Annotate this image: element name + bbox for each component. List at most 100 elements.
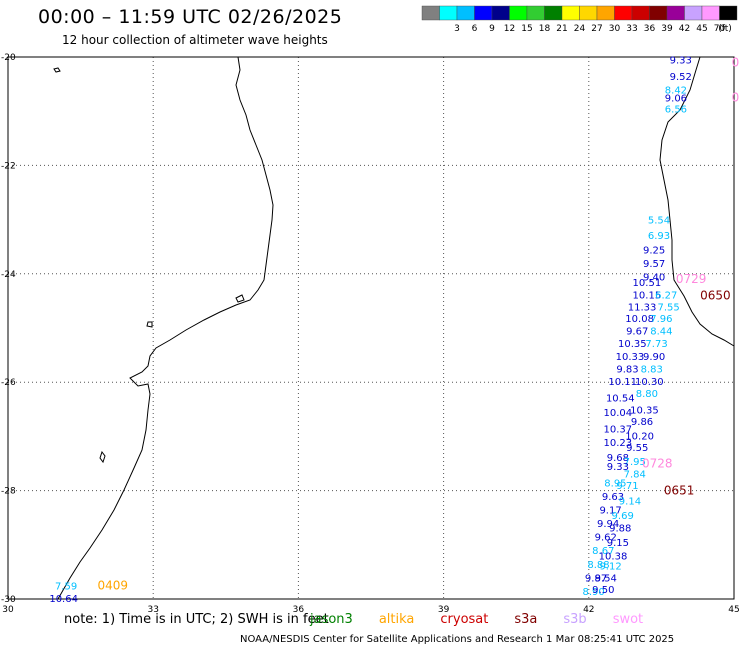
wave-height-value: 10.11 [608, 377, 637, 388]
legend-label: 36 [644, 24, 656, 34]
legend-label: 9 [489, 24, 495, 34]
map-subtitle: 12 hour collection of altimeter wave hei… [62, 33, 328, 47]
wave-height-value: 8.80 [636, 389, 658, 400]
satellite-legend-item: jason3 [310, 612, 353, 627]
wave-height-value: 9.50 [592, 585, 614, 596]
wave-height-value: 9.33 [607, 462, 629, 473]
legend-label: 12 [504, 24, 515, 34]
legend-label: 33 [626, 24, 637, 34]
wave-height-value: 9.90 [643, 352, 665, 363]
legend-label: 70 [714, 24, 726, 34]
map-title: 00:00 – 11:59 UTC 02/26/2025 [38, 6, 343, 28]
legend-swatch [491, 5, 510, 21]
legend-swatch [509, 5, 528, 21]
legend-label: 3 [454, 24, 460, 34]
legend-swatch [561, 5, 580, 21]
wave-height-value: 9.14 [619, 496, 641, 507]
lat-tick-label: -30 [1, 595, 16, 605]
wave-height-value: 10.23 [604, 438, 633, 449]
wave-height-value: 9.40 [643, 273, 665, 284]
legend-swatch [684, 5, 703, 21]
wave-height-value: 9.87 [585, 573, 607, 584]
legend-swatch [719, 5, 738, 21]
wave-height-value: 9.15 [607, 538, 629, 549]
lon-tick-label: 45 [728, 605, 739, 615]
legend-swatch [649, 5, 668, 21]
legend-swatch [544, 5, 563, 21]
pass-time-label: 0409 [98, 578, 129, 592]
wave-height-value: 10.35 [618, 339, 647, 350]
legend-swatch [614, 5, 633, 21]
wave-height-value: 9.52 [670, 72, 692, 83]
legend-label: 6 [472, 24, 478, 34]
wave-height-value: 7.95 [624, 457, 646, 468]
wave-height-value: 10.33 [616, 352, 645, 363]
wave-height-observations: 9.33 9.52 8.429.066.56 5.54 6.93 9.25 9.57 9.40… [49, 56, 692, 605]
wave-height-value: 10.51 [633, 278, 662, 289]
wave-height-value: 10.30 [635, 377, 664, 388]
legend-swatch [666, 5, 685, 21]
legend-swatch [421, 5, 440, 21]
wave-height-value: 9.12 [599, 561, 621, 572]
wave-height-value: 10.64 [49, 594, 78, 605]
legend-label: 21 [556, 24, 567, 34]
satellite-legend-item: altika [378, 612, 415, 627]
legend-swatch [456, 5, 475, 21]
legend-label: 24 [574, 24, 586, 34]
wave-height-value: 8.42 [665, 86, 687, 97]
legend-label: 18 [539, 24, 551, 34]
lon-tick-label: 33 [147, 605, 158, 615]
color-legend: 3 6 9 12 15 18 21 24 27 30 33 36 39 42 45 70(ft) [421, 5, 738, 34]
wave-height-value: 9.33 [670, 56, 692, 67]
wave-height-value: 6.27 [655, 290, 677, 301]
coastline [53, 56, 735, 600]
wave-height-value: 9.69 [612, 511, 634, 522]
lon-tick-label: 39 [438, 605, 450, 615]
wave-height-value: 9.55 [626, 443, 648, 454]
wave-height-value: 8.95 [604, 478, 626, 489]
footer-note-line: note: 1) Time is in UTC; 2) SWH is in fe… [64, 612, 335, 627]
wave-height-value: 9.94 [597, 519, 619, 530]
wave-height-value: 9.62 [595, 533, 617, 544]
legend-label: 45 [696, 24, 707, 34]
wave-height-value: 10.04 [604, 408, 633, 419]
legend-label: 27 [591, 24, 602, 34]
wave-height-value: 9.57 [643, 259, 665, 270]
wave-height-value: 9.71 [616, 481, 638, 492]
legend-label: 42 [679, 24, 690, 34]
wave-height-value: 8.83 [641, 365, 663, 376]
wave-height-value: 9.25 [643, 245, 665, 256]
satellite-legend: jason3 altika cryosat s3a s3b swot [310, 612, 669, 627]
legend-swatch [439, 5, 458, 21]
satellite-legend-item: s3b [563, 612, 587, 627]
credit-line: NOAA/NESDIS Center for Satellite Applica… [240, 634, 675, 645]
wave-height-value: 9.83 [616, 365, 638, 376]
wave-height-value: 10.38 [599, 552, 628, 563]
legend-label: 39 [661, 24, 673, 34]
wave-height-value: 9.67 [626, 327, 648, 338]
legend-label: 15 [521, 24, 532, 34]
pass-time-label: 0728 [642, 457, 673, 471]
wave-height-value: 9.68 [607, 453, 629, 464]
legend-swatch [701, 5, 720, 21]
wave-height-value: 10.15 [633, 290, 662, 301]
wave-height-value: 8.44 [650, 327, 672, 338]
pass-time-label: 0650 [700, 288, 731, 302]
satellite-pass-labels: 0729 0729 0729 0650 0728 0651 0409 [98, 55, 740, 592]
legend-label: 30 [609, 24, 621, 34]
pass-time-label: 0729 [732, 91, 740, 105]
wave-height-value: 9.63 [602, 492, 624, 503]
wave-height-value: 9.88 [609, 523, 631, 534]
wave-height-value: 10.20 [625, 431, 654, 442]
wave-height-value: 10.08 [625, 314, 654, 325]
pass-time-label: 0729 [732, 55, 740, 69]
satellite-legend-item: cryosat [440, 612, 489, 627]
wave-height-value: 8.90 [583, 587, 605, 598]
legend-swatch [474, 5, 493, 21]
satellite-legend-item: swot [612, 612, 644, 627]
wave-height-value: 10.35 [630, 405, 659, 416]
wave-height-value: 9.86 [631, 417, 653, 428]
wave-height-value: 10.37 [604, 424, 633, 435]
wave-height-value: 7.84 [624, 469, 646, 480]
